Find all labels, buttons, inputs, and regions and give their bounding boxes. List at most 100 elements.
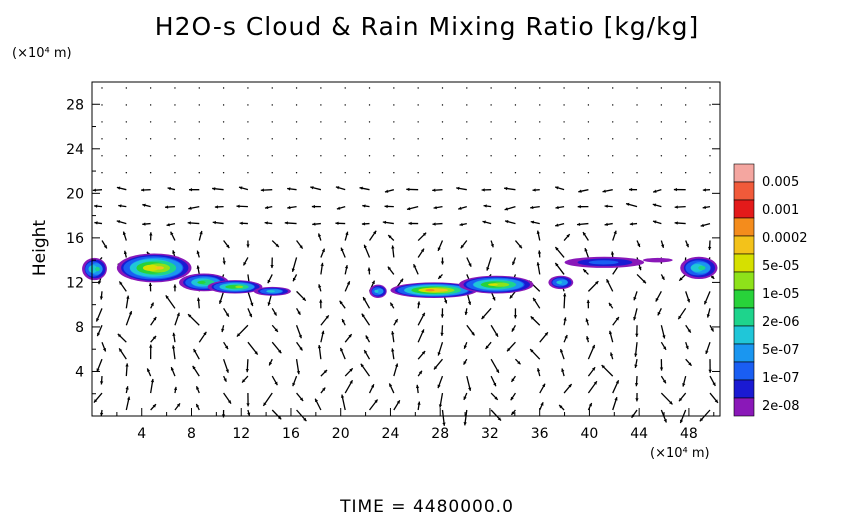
wind-vector-head bbox=[349, 380, 353, 384]
wind-vector-head bbox=[311, 204, 315, 209]
wind-vector bbox=[125, 87, 128, 89]
wind-vector-head bbox=[188, 188, 193, 192]
wind-vector-head bbox=[363, 297, 367, 301]
wind-vector-head bbox=[433, 205, 437, 210]
wind-vector-head bbox=[238, 186, 243, 190]
wind-vector-head bbox=[153, 317, 157, 321]
wind-vector bbox=[125, 138, 128, 140]
wind-vector-head bbox=[702, 188, 707, 192]
wind-vector-head bbox=[384, 204, 388, 209]
wind-vector bbox=[174, 155, 176, 157]
wind-vector-head bbox=[440, 261, 445, 265]
cloud-contour bbox=[266, 290, 276, 293]
wind-vector-head bbox=[662, 335, 666, 339]
wind-vector bbox=[684, 121, 687, 123]
wind-vector-head bbox=[361, 313, 365, 318]
wind-vector-head bbox=[374, 399, 378, 403]
wind-vector-head bbox=[481, 315, 485, 320]
wind-vector-head bbox=[463, 396, 467, 400]
wind-vector-head bbox=[225, 369, 229, 373]
wind-vector-head bbox=[164, 205, 169, 209]
wind-vector-head bbox=[406, 206, 411, 211]
wind-vector-head bbox=[584, 248, 588, 252]
wind-vector-head bbox=[360, 363, 364, 368]
cloud-contour bbox=[95, 266, 100, 272]
colorbar-label: 1e-05 bbox=[762, 287, 800, 302]
wind-vector-head bbox=[373, 230, 377, 235]
colorbar-label: 0.005 bbox=[762, 175, 799, 190]
x-tick-label: 28 bbox=[431, 426, 449, 442]
wind-vector-head bbox=[170, 367, 174, 371]
x-tick-label: 16 bbox=[282, 426, 300, 442]
wind-vector-head bbox=[601, 365, 605, 369]
wind-vector bbox=[271, 104, 273, 106]
wind-vector bbox=[417, 87, 419, 89]
wind-vector-head bbox=[530, 205, 534, 210]
wind-vector bbox=[368, 87, 371, 89]
wind-vector-head bbox=[688, 362, 692, 366]
wind-vector bbox=[660, 121, 663, 123]
wind-vector bbox=[612, 104, 614, 106]
wind-vector bbox=[636, 87, 638, 89]
wind-vector-head bbox=[417, 301, 421, 305]
wind-vector-head bbox=[615, 317, 619, 321]
wind-vector bbox=[490, 121, 492, 123]
wind-vector-head bbox=[421, 312, 425, 317]
wind-vector-head bbox=[320, 262, 324, 267]
wind-vector bbox=[174, 121, 176, 123]
wind-vector bbox=[709, 87, 711, 89]
wind-vector bbox=[660, 87, 663, 89]
wind-vector bbox=[660, 172, 663, 174]
wind-vector bbox=[441, 104, 444, 106]
wind-vector-head bbox=[274, 381, 278, 386]
wind-vector bbox=[344, 87, 346, 89]
wind-vector bbox=[684, 87, 687, 89]
wind-vector-head bbox=[608, 302, 613, 307]
wind-vector-head bbox=[530, 220, 535, 224]
cloud-contour bbox=[225, 285, 240, 289]
wind-vector bbox=[684, 172, 687, 174]
wind-vector-head bbox=[406, 187, 410, 192]
wind-vector-head bbox=[299, 347, 303, 351]
wind-vector-head bbox=[284, 221, 288, 225]
wind-vector bbox=[636, 155, 638, 157]
wind-vector bbox=[563, 172, 565, 174]
wind-vector-head bbox=[577, 204, 581, 209]
wind-vector-head bbox=[298, 334, 302, 339]
wind-vector-head bbox=[661, 276, 665, 280]
wind-vector-head bbox=[629, 222, 634, 226]
wind-vector-head bbox=[408, 221, 412, 226]
wind-vector-head bbox=[361, 222, 366, 226]
wind-vector bbox=[539, 104, 541, 106]
wind-vector-head bbox=[602, 189, 606, 193]
wind-vector bbox=[125, 155, 128, 157]
wind-vector-head bbox=[440, 314, 445, 318]
wind-vector-head bbox=[566, 234, 570, 238]
wind-vector bbox=[612, 87, 614, 89]
wind-vector-head bbox=[437, 352, 441, 356]
wind-vector-head bbox=[317, 345, 322, 349]
x-tick-label: 36 bbox=[531, 426, 549, 442]
wind-vector-head bbox=[614, 397, 618, 401]
wind-vector-head bbox=[349, 368, 353, 372]
wind-vector-head bbox=[510, 396, 514, 401]
y-tick-label: 4 bbox=[75, 364, 84, 380]
wind-vector-head bbox=[267, 279, 271, 284]
wind-vector-head bbox=[365, 335, 369, 339]
wind-vector bbox=[295, 172, 298, 174]
wind-vector-head bbox=[341, 319, 345, 323]
wind-vector bbox=[660, 138, 663, 140]
x-tick-label: 20 bbox=[332, 426, 350, 442]
wind-vector-head bbox=[559, 404, 563, 409]
wind-vector-head bbox=[511, 411, 515, 415]
wind-vector bbox=[149, 138, 152, 140]
wind-vector-head bbox=[568, 384, 572, 388]
wind-vector-head bbox=[563, 317, 567, 321]
wind-vector bbox=[198, 172, 200, 174]
wind-vector-head bbox=[442, 422, 446, 426]
wind-vector-head bbox=[325, 315, 329, 319]
wind-vector bbox=[149, 155, 152, 157]
wind-vector-head bbox=[125, 363, 129, 367]
colorbar-swatch bbox=[733, 343, 755, 363]
wind-vector-head bbox=[242, 379, 246, 383]
